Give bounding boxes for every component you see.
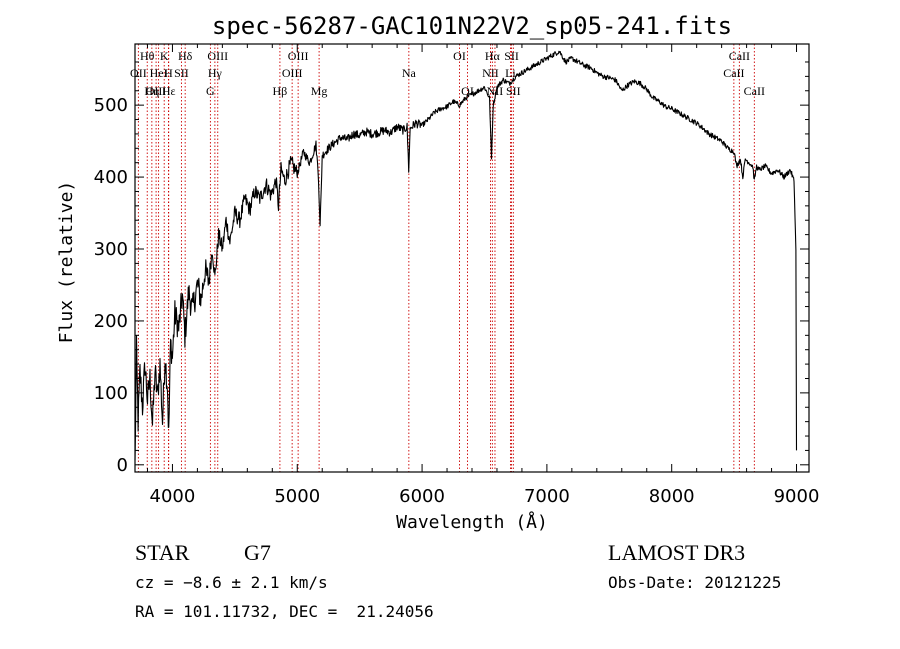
marker-label: H bbox=[164, 66, 173, 80]
object-class: STAR bbox=[135, 540, 190, 565]
x-tick-label: 4000 bbox=[150, 486, 196, 507]
marker-label: OIII bbox=[146, 84, 167, 98]
marker-label: Hα bbox=[485, 49, 501, 63]
marker-label: Hδ bbox=[178, 49, 193, 63]
y-axis-label: Flux (relative) bbox=[56, 181, 77, 344]
plot-frame bbox=[134, 43, 810, 473]
y-tick-label: 200 bbox=[94, 311, 128, 332]
marker-label: CaII bbox=[744, 84, 765, 98]
marker-label: K bbox=[160, 49, 169, 63]
marker-label: SII bbox=[506, 84, 521, 98]
x-tick-label: 8000 bbox=[649, 486, 695, 507]
marker-label: OIII bbox=[282, 66, 303, 80]
marker-label: OII bbox=[130, 66, 147, 80]
x-tick-label: 7000 bbox=[524, 486, 570, 507]
marker-label: Hγ bbox=[208, 66, 223, 80]
marker-label: OIII bbox=[288, 49, 309, 63]
marker-label: Mg bbox=[311, 84, 328, 98]
survey-name: LAMOST DR3 bbox=[608, 540, 745, 565]
marker-label: Na bbox=[402, 66, 417, 80]
coordinates: RA = 101.11732, DEC = 21.24056 bbox=[135, 602, 434, 621]
marker-label: Li bbox=[505, 66, 516, 80]
spectrum-series-line bbox=[134, 50, 798, 461]
marker-label: G bbox=[206, 84, 215, 98]
marker-label: Hβ bbox=[273, 84, 288, 98]
x-axis-label: Wavelength (Å) bbox=[396, 511, 548, 533]
x-tick-label: 9000 bbox=[774, 486, 820, 507]
y-tick-label: 100 bbox=[94, 383, 128, 404]
x-tick-label: 6000 bbox=[399, 486, 445, 507]
marker-label: SII bbox=[504, 49, 519, 63]
marker-label: Hθ bbox=[140, 49, 155, 63]
marker-label: Hη bbox=[144, 84, 159, 98]
x-tick-label: 5000 bbox=[274, 486, 320, 507]
marker-label: OIII bbox=[207, 49, 228, 63]
marker-label: NII bbox=[482, 66, 499, 80]
y-tick-label: 0 bbox=[117, 455, 128, 476]
y-tick-label: 400 bbox=[94, 167, 128, 188]
x-axis-ticks: 4000 5000 6000 7000 8000 9000 bbox=[146, 44, 820, 507]
marker-label: OI bbox=[453, 49, 466, 63]
obs-date: Obs-Date: 20121225 bbox=[608, 573, 781, 592]
marker-label: HeI bbox=[150, 66, 168, 80]
cz-value: cz = −8.6 ± 2.1 km/s bbox=[135, 573, 328, 592]
y-axis-ticks: 0 100 200 300 400 500 bbox=[94, 61, 809, 476]
chart-title: spec-56287-GAC101N22V2_sp05-241.fits bbox=[212, 12, 732, 40]
marker-label: Hε bbox=[162, 84, 176, 98]
marker-label: CaII bbox=[723, 66, 744, 80]
y-tick-label: 500 bbox=[94, 95, 128, 116]
y-tick-label: 300 bbox=[94, 239, 128, 260]
object-subclass: G7 bbox=[244, 540, 271, 565]
marker-label: NII bbox=[487, 84, 504, 98]
marker-label: CaII bbox=[729, 49, 750, 63]
marker-label: SII bbox=[174, 66, 189, 80]
line-markers bbox=[137, 44, 755, 472]
